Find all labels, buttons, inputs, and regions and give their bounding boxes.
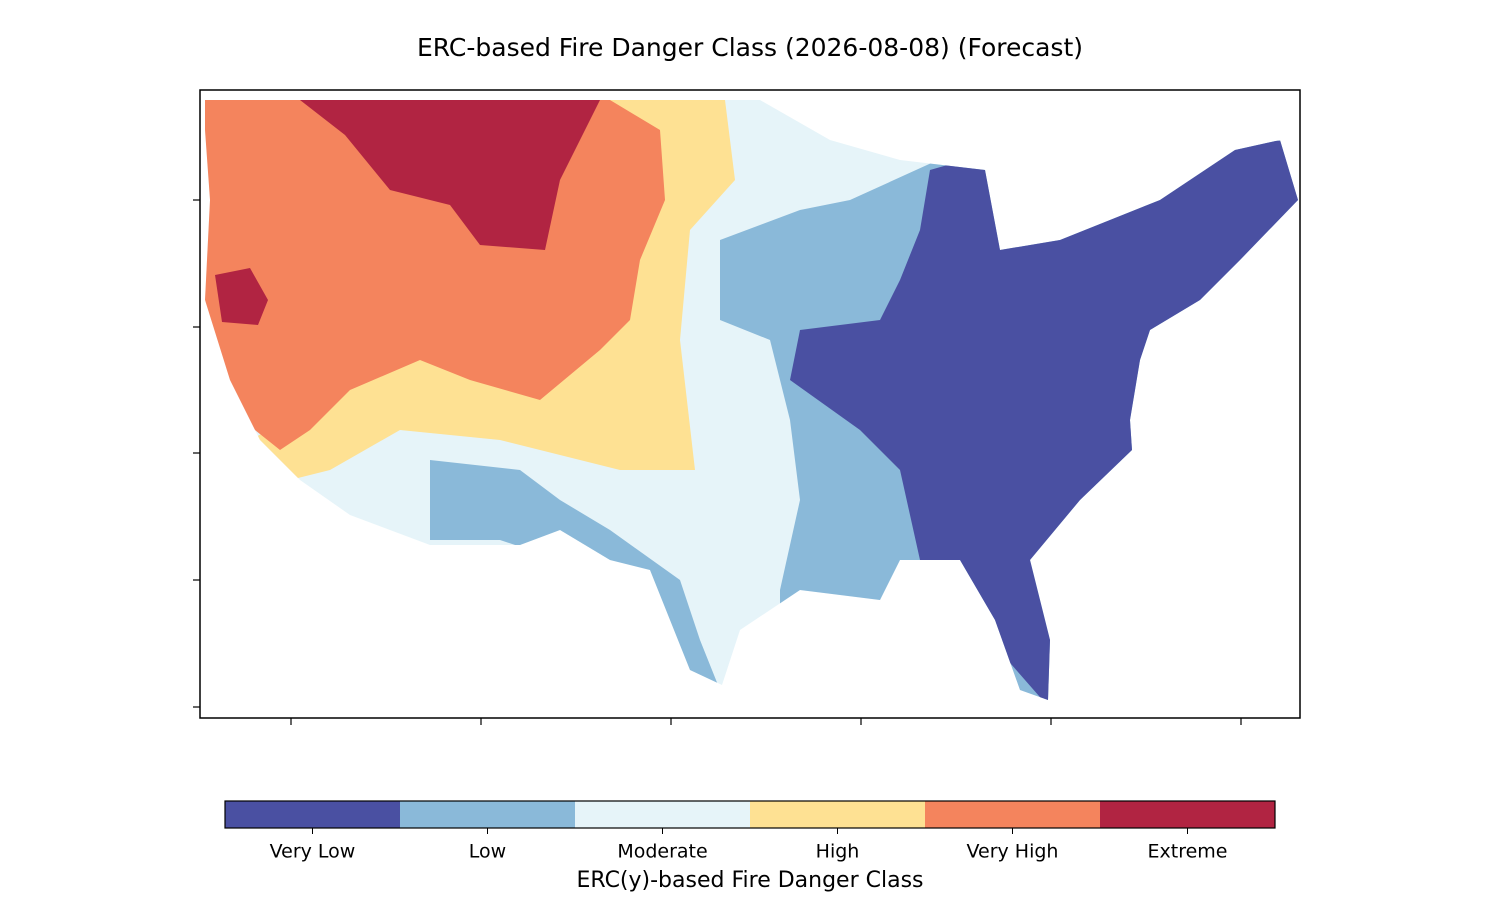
colorbar-segment [1100, 801, 1275, 828]
map-title: ERC-based Fire Danger Class (2026-08-08)… [417, 33, 1083, 62]
region-extreme [215, 268, 268, 325]
colorbar-frame [224, 800, 1276, 829]
colorbar-segment [925, 801, 1100, 828]
map-frame [199, 89, 1301, 719]
map [205, 100, 1298, 700]
colorbar-class-label: Low [469, 841, 506, 863]
colorbar-segment [400, 801, 575, 828]
colorbar-segment [575, 801, 750, 828]
axis-ticks [193, 199, 1242, 725]
colorbar-class-label: High [816, 841, 860, 863]
colorbar-label: ERC(y)-based Fire Danger Class [576, 868, 923, 893]
colorbar-class-label: Extreme [1148, 841, 1228, 863]
colorbar-segment [225, 801, 400, 828]
colorbar-class-label: Very High [967, 841, 1059, 863]
region-extreme [300, 100, 600, 250]
colorbar: Very Low Low Moderate High Very High Extreme [225, 801, 1275, 863]
colorbar-segment [750, 801, 925, 828]
region-low [430, 460, 720, 690]
colorbar-class-label: Moderate [617, 841, 707, 863]
colorbar-class-label: Very Low [270, 841, 356, 863]
